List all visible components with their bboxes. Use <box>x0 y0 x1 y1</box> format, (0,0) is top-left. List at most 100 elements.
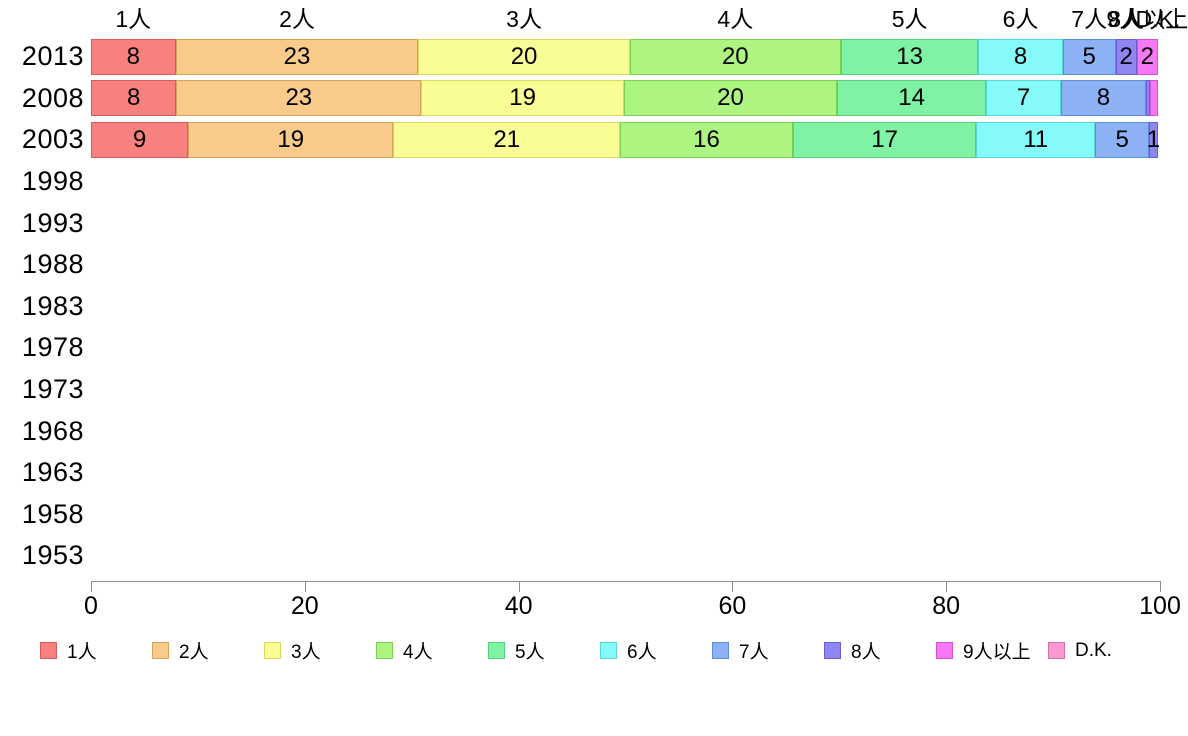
year-label: 1983 <box>21 290 84 321</box>
legend-swatch-9人以上 <box>936 642 953 659</box>
chart-row: 1978 <box>0 327 1188 369</box>
stacked-bar: 8 23 20 20 13 8 5 2 2 <box>91 38 1158 75</box>
bar-segment-9人以上: 2 <box>1136 38 1158 75</box>
x-axis-tick-label: 60 <box>718 592 747 620</box>
column-header-3人: 3人 <box>506 6 542 32</box>
bar-segment-6人: 7 <box>986 80 1061 117</box>
year-label: 2003 <box>21 124 84 155</box>
bar-segment-9人以上 <box>1150 80 1158 117</box>
legend-item-4人: 4人 <box>376 637 488 664</box>
segment-value-label: 8 <box>126 84 141 112</box>
x-axis-tick <box>732 581 734 592</box>
column-header-9人以上: 9人以上 <box>1106 6 1188 32</box>
bar-segment-7人: 5 <box>1062 38 1116 75</box>
segment-value-label: 9 <box>132 125 147 153</box>
bar-segment-2人: 23 <box>176 80 422 117</box>
bar-segment-4人: 20 <box>629 38 841 75</box>
segment-value-label: 11 <box>1023 125 1049 153</box>
year-label: 1973 <box>21 374 84 405</box>
chart-row: 2003 9 19 21 16 17 11 5 1 <box>0 119 1188 161</box>
bar-segment-8人 <box>1146 80 1151 117</box>
column-header-1人: 1人 <box>115 6 152 32</box>
segment-value-label: 5 <box>1115 125 1129 153</box>
legend-item-8人: 8人 <box>824 637 936 664</box>
bar-segment-1人: 8 <box>91 80 177 117</box>
legend-item-3人: 3人 <box>264 637 376 664</box>
segment-value-label: 8 <box>126 42 140 70</box>
legend-item-1人: 1人 <box>40 637 152 664</box>
segment-value-label: 8 <box>1013 42 1028 70</box>
bar-segment-6人: 8 <box>978 38 1063 75</box>
year-label: 2008 <box>21 82 84 113</box>
bar-segment-3人: 20 <box>418 38 630 75</box>
x-axis-line <box>91 581 1161 582</box>
segment-value-label: 13 <box>896 42 923 70</box>
column-header-7人: 7人 <box>1071 6 1108 32</box>
legend-swatch-6人 <box>600 642 617 659</box>
column-header-8人: 8人 <box>1108 6 1145 32</box>
segment-value-label: 19 <box>277 125 305 153</box>
legend-swatch-3人 <box>264 642 281 659</box>
bar-segment-2人: 23 <box>175 38 419 75</box>
bar-segment-2人: 19 <box>188 121 394 158</box>
chart-row: 2013 8 23 20 20 13 8 5 2 2 <box>0 36 1188 78</box>
bar-segment-5人: 14 <box>837 80 987 117</box>
legend-label: 1人 <box>67 642 97 663</box>
year-label: 1978 <box>21 332 84 363</box>
legend-label: 9人以上 <box>963 642 1031 663</box>
segment-value-label: 7 <box>1016 84 1031 112</box>
segment-value-label: 2 <box>1119 42 1133 70</box>
stacked-bar: 8 23 19 20 14 7 8 <box>91 80 1158 117</box>
bar-segment-7人: 8 <box>1060 80 1147 117</box>
segment-value-label: 21 <box>493 125 521 153</box>
segment-value-label: 17 <box>871 125 898 153</box>
x-axis-tick <box>1160 581 1161 592</box>
legend-swatch-7人 <box>712 642 729 659</box>
x-axis-tick <box>91 581 92 592</box>
legend-label: 7人 <box>739 642 769 663</box>
year-label: 1988 <box>21 249 84 280</box>
legend-swatch-8人 <box>824 642 841 659</box>
column-header-2人: 2人 <box>279 6 315 32</box>
x-axis-tick-label: 40 <box>504 592 533 620</box>
column-header-4人: 4人 <box>717 6 754 32</box>
x-axis-tick-label: 80 <box>932 592 961 620</box>
bar-segment-8人: 1 <box>1147 121 1160 158</box>
bar-segment-6人: 11 <box>976 121 1096 158</box>
legend-label: 5人 <box>515 642 545 663</box>
chart-row: 2008 8 23 19 20 14 7 8 <box>0 78 1188 120</box>
legend-swatch-2人 <box>152 642 169 659</box>
bar-segment-7人: 5 <box>1095 121 1150 158</box>
year-label: 1958 <box>21 498 84 529</box>
legend-swatch-1人 <box>40 642 57 659</box>
bar-segment-4人: 20 <box>623 80 838 117</box>
chart-row: 1953 <box>0 535 1188 577</box>
legend-label: 3人 <box>291 642 321 663</box>
year-label: 1968 <box>21 415 84 446</box>
legend-label: D.K. <box>1075 639 1112 661</box>
chart-row: 1968 <box>0 410 1188 452</box>
legend-item-9人以上: 9人以上 <box>936 637 1048 664</box>
legend-item-2人: 2人 <box>152 637 264 664</box>
column-header-D.K.: D.K. <box>1135 6 1181 32</box>
chart-row: 1988 <box>0 244 1188 286</box>
year-label: 2013 <box>21 41 84 72</box>
chart-row: 1963 <box>0 452 1188 494</box>
x-axis-tick-label: 0 <box>84 592 98 620</box>
legend-item-D.K.: D.K. <box>1048 640 1160 662</box>
column-header-5人: 5人 <box>891 6 928 32</box>
bar-segment-4人: 16 <box>620 121 793 158</box>
segment-value-label: 19 <box>509 84 536 112</box>
year-label: 1963 <box>21 457 84 488</box>
segment-value-label: 8 <box>1096 84 1111 112</box>
chart-row: 1993 <box>0 202 1188 244</box>
bar-segment-3人: 21 <box>393 121 621 158</box>
legend-item-7人: 7人 <box>712 637 824 664</box>
chart-row: 1958 <box>0 494 1188 536</box>
chart-row: 1973 <box>0 369 1188 411</box>
legend-swatch-5人 <box>488 642 505 659</box>
column-header-6人: 6人 <box>1002 6 1039 32</box>
x-axis-tick-label: 20 <box>290 592 319 620</box>
segment-value-label: 14 <box>898 84 925 112</box>
